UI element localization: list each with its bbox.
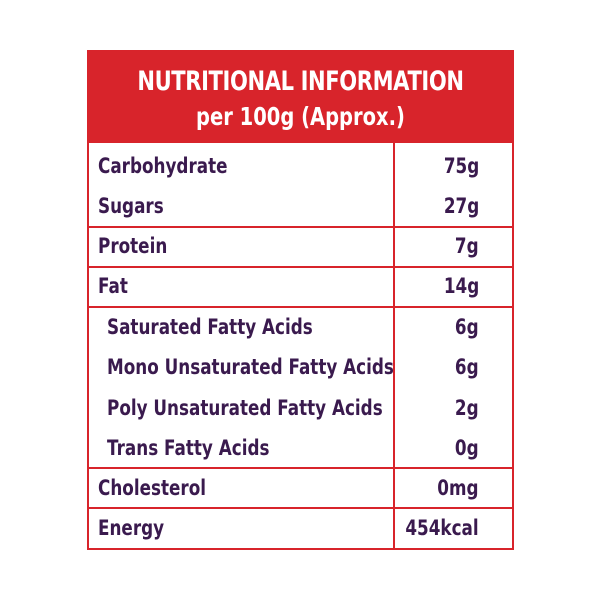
row-value: 7g bbox=[455, 234, 479, 258]
row-divider bbox=[89, 306, 512, 308]
table-row-protein: Protein 7g bbox=[89, 228, 512, 268]
table-row-poly-unsaturated-fatty-acids: Poly Unsaturated Fatty Acids 2g bbox=[89, 390, 512, 430]
table-row-mono-unsaturated-fatty-acids: Mono Unsaturated Fatty Acids 6g bbox=[89, 349, 512, 389]
row-value: 6g bbox=[455, 315, 479, 339]
column-divider bbox=[393, 143, 395, 548]
row-value: 0g bbox=[455, 436, 479, 460]
table-title: NUTRITIONAL INFORMATION bbox=[137, 66, 464, 97]
table-row-carbohydrate: Carbohydrate 75g bbox=[89, 148, 512, 188]
row-divider bbox=[89, 226, 512, 228]
row-divider bbox=[89, 467, 512, 469]
table-row-trans-fatty-acids: Trans Fatty Acids 0g bbox=[89, 430, 512, 470]
row-label: Trans Fatty Acids bbox=[107, 436, 270, 460]
table-row-fat: Fat 14g bbox=[89, 268, 512, 308]
row-value: 0mg bbox=[437, 476, 479, 500]
table-row-sugars: Sugars 27g bbox=[89, 188, 512, 228]
row-divider bbox=[89, 507, 512, 509]
table-row-energy: Energy 454kcal bbox=[89, 510, 512, 550]
row-value: 27g bbox=[443, 194, 479, 218]
nutrition-table: NUTRITIONAL INFORMATION per 100g (Approx… bbox=[87, 50, 514, 550]
row-label: Sugars bbox=[98, 194, 164, 218]
table-row-cholesterol: Cholesterol 0mg bbox=[89, 470, 512, 510]
row-value: 14g bbox=[443, 274, 479, 298]
row-label: Energy bbox=[98, 516, 165, 540]
row-value: 6g bbox=[455, 355, 479, 379]
row-value: 75g bbox=[443, 154, 479, 178]
table-row-saturated-fatty-acids: Saturated Fatty Acids 6g bbox=[89, 309, 512, 349]
row-label: Poly Unsaturated Fatty Acids bbox=[107, 396, 383, 420]
row-label: Cholesterol bbox=[98, 476, 206, 500]
row-divider bbox=[89, 266, 512, 268]
table-header: NUTRITIONAL INFORMATION per 100g (Approx… bbox=[89, 52, 512, 143]
table-subtitle: per 100g (Approx.) bbox=[196, 102, 405, 131]
row-label: Carbohydrate bbox=[98, 154, 228, 178]
row-label: Fat bbox=[98, 274, 128, 298]
row-label: Saturated Fatty Acids bbox=[107, 315, 313, 339]
row-label: Protein bbox=[98, 234, 168, 258]
row-value: 2g bbox=[455, 396, 479, 420]
row-label: Mono Unsaturated Fatty Acids bbox=[107, 355, 394, 379]
row-value: 454kcal bbox=[405, 516, 479, 540]
